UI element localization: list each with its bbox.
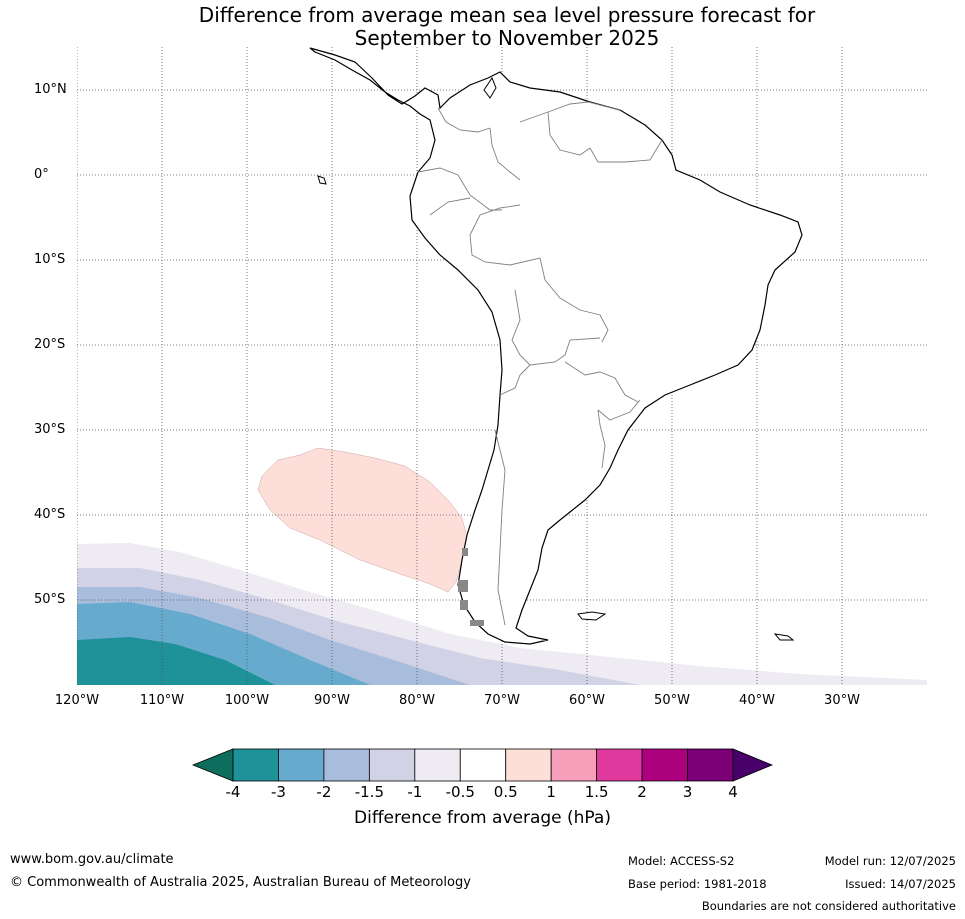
map-plot-area	[77, 47, 927, 685]
colorbar	[191, 748, 774, 782]
colorbar-tick-label: -3	[270, 783, 286, 801]
lon-label-30w: 30°W	[824, 693, 860, 708]
lon-label-50w: 50°W	[654, 693, 690, 708]
anomaly-band-minus-three	[77, 637, 275, 685]
colorbar-swatch	[278, 748, 325, 782]
colorbar-swatch	[550, 748, 598, 782]
lat-label-30s: 30°S	[34, 422, 66, 437]
footer-disclaimer: Boundaries are not considered authoritat…	[701, 899, 956, 913]
lat-label-10s: 10°S	[34, 252, 66, 267]
colorbar-swatch	[323, 748, 370, 782]
lat-label-50s: 50°S	[34, 592, 66, 607]
colorbar-swatch	[368, 748, 416, 782]
country-borders	[417, 101, 663, 626]
lon-label-40w: 40°W	[739, 693, 775, 708]
colorbar-swatch	[687, 748, 734, 782]
colorbar-swatch	[641, 748, 688, 782]
lat-label-10n: 10°N	[34, 82, 67, 97]
colorbar-tick-label: 0.5	[493, 783, 518, 801]
lon-label-80w: 80°W	[399, 693, 435, 708]
colorbar-swatch	[459, 748, 507, 782]
map-title-line1: Difference from average mean sea level p…	[198, 3, 816, 27]
lon-label-60w: 60°W	[569, 693, 605, 708]
lon-label-110w: 110°W	[139, 693, 185, 708]
lon-label-70w: 70°W	[484, 693, 520, 708]
anomaly-blob-positive-half	[257, 447, 469, 593]
footer-copyright: © Commonwealth of Australia 2025, Austra…	[10, 875, 471, 890]
lon-label-90w: 90°W	[314, 693, 350, 708]
footer-model-run: Model run: 12/07/2025	[824, 854, 956, 868]
colorbar-tick-label: -2	[316, 783, 332, 801]
islands	[317, 76, 795, 641]
footer-website: www.bom.gov.au/climate	[10, 852, 174, 867]
colorbar-tick-label: 2	[637, 783, 647, 801]
lat-label-0: 0°	[34, 167, 49, 182]
footer-issued: Issued: 14/07/2025	[845, 877, 956, 891]
map-title-line2: September to November 2025	[354, 26, 660, 50]
colorbar-tick-label: 1.5	[584, 783, 609, 801]
lon-label-120w: 120°W	[54, 693, 100, 708]
colorbar-tick-label: 1	[546, 783, 556, 801]
lat-label-40s: 40°S	[34, 507, 66, 522]
colorbar-tick-label: 3	[682, 783, 693, 801]
colorbar-arrow-high	[732, 748, 774, 782]
footer-model: Model: ACCESS-S2	[628, 854, 735, 868]
colorbar-tick-label: -1.5	[354, 783, 384, 801]
colorbar-swatch	[414, 748, 461, 782]
lon-label-100w: 100°W	[224, 693, 270, 708]
colorbar-swatch	[232, 748, 279, 782]
colorbar-swatch	[596, 748, 643, 782]
south-america-coastline	[309, 47, 803, 645]
chilean-fjords	[458, 548, 484, 626]
colorbar-label: Difference from average (hPa)	[354, 808, 611, 828]
colorbar-tick-label: -4	[225, 783, 241, 801]
colorbar-tick-label: -0.5	[445, 783, 475, 801]
colorbar-arrow-low	[191, 748, 234, 782]
colorbar-tick-label: 4	[728, 783, 738, 801]
footer-base-period: Base period: 1981-2018	[628, 877, 767, 891]
map-title: Difference from average mean sea level p…	[0, 4, 965, 50]
colorbar-tick-label: -1	[407, 783, 423, 801]
colorbar-swatch	[505, 748, 552, 782]
lat-label-20s: 20°S	[34, 337, 66, 352]
